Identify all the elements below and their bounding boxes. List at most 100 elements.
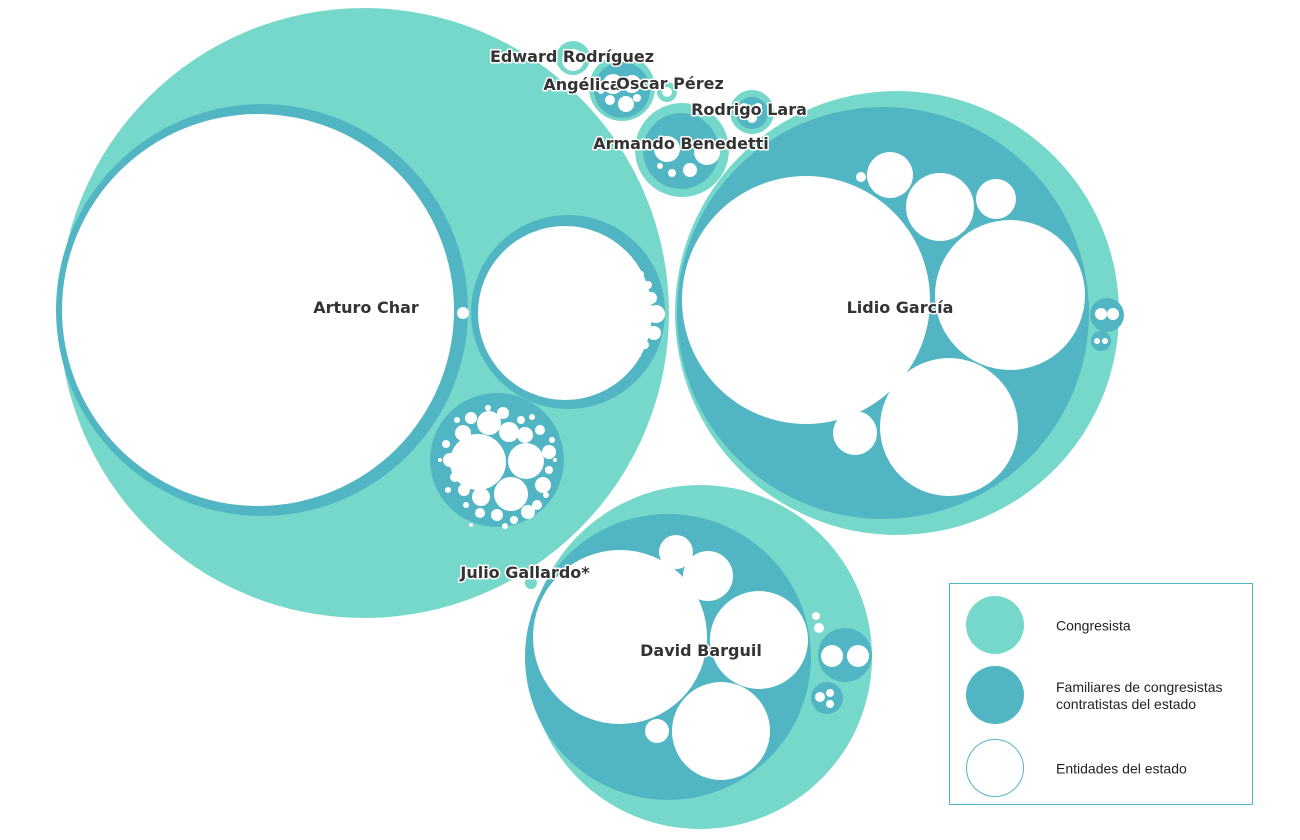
entidad-bubble	[659, 535, 693, 569]
entidad-bubble	[443, 453, 457, 467]
entidad-bubble	[562, 49, 584, 71]
entidad-bubble	[535, 425, 545, 435]
label-arturo-char: Arturo Char	[313, 298, 419, 317]
familiar-bubble	[643, 113, 719, 189]
entidad-bubble	[469, 523, 473, 527]
entidad-bubble	[450, 434, 506, 490]
entidad-bubble	[710, 591, 808, 689]
entidad-bubble	[833, 411, 877, 455]
legend-label-familiar-line2: contratistas del estado	[1056, 696, 1197, 712]
entidad-bubble	[739, 103, 749, 113]
entidad-bubble	[62, 114, 454, 506]
entidad-bubble	[694, 139, 720, 165]
entidad-bubble	[529, 414, 535, 420]
entidad-bubble	[1094, 338, 1100, 344]
entidad-bubble	[517, 416, 525, 424]
entidad-bubble	[491, 509, 503, 521]
entidad-bubble	[632, 262, 636, 266]
entidad-bubble	[533, 550, 707, 724]
label-rodrigo-lara: Rodrigo Lara	[691, 100, 807, 119]
familiar-bubble	[811, 682, 843, 714]
label-oscar-perez: Oscar Pérez	[616, 74, 724, 93]
legend-label-familiar: Familiares de congresistas contratistas …	[1056, 679, 1256, 713]
entidad-bubble	[867, 152, 913, 198]
entidad-bubble	[647, 326, 661, 340]
entidad-bubble	[535, 477, 551, 493]
entidad-bubble	[499, 422, 519, 442]
legend-label-entidad: Entidades del estado	[1056, 760, 1187, 777]
entidad-bubble	[1107, 308, 1119, 320]
entidad-bubble	[1095, 308, 1107, 320]
entidad-bubble	[654, 136, 680, 162]
entidad-bubble	[683, 551, 733, 601]
entidad-bubble	[815, 692, 825, 702]
entidad-bubble	[633, 94, 641, 102]
familiar-bubble	[1091, 331, 1111, 351]
label-julio-gallardo: Julio Gallardo*	[459, 563, 590, 582]
familiar-bubble	[818, 628, 872, 682]
entidad-bubble	[623, 75, 641, 93]
entidad-bubble	[638, 271, 644, 277]
entidad-bubble	[497, 407, 509, 419]
entidad-bubble	[812, 612, 820, 620]
circles-layer	[56, 8, 1124, 829]
entidad-bubble	[442, 440, 450, 448]
familiar-bubble	[1090, 298, 1124, 332]
entidad-bubble	[494, 477, 528, 511]
entidad-bubble	[641, 341, 649, 349]
entidad-bubble	[683, 163, 697, 177]
entidad-bubble	[545, 466, 553, 474]
entidad-bubble	[672, 682, 770, 780]
entidad-bubble	[521, 505, 535, 519]
entidad-bubble	[542, 445, 556, 459]
legend-item-congresista: Congresista	[966, 596, 1246, 656]
entidad-bubble	[457, 307, 469, 319]
entidad-bubble	[906, 173, 974, 241]
entidad-bubble	[472, 488, 490, 506]
entidad-bubble	[935, 220, 1085, 370]
congresista-bubble	[525, 577, 537, 589]
entidad-bubble	[826, 689, 834, 697]
entidad-bubble	[454, 417, 460, 423]
entidad-bubble	[603, 74, 623, 94]
entidad-bubble	[821, 645, 843, 667]
entidad-bubble	[475, 508, 485, 518]
label-armando-benedetti: Armando Benedetti	[593, 134, 769, 153]
entidad-bubble	[814, 623, 824, 633]
entidad-bubble	[450, 472, 460, 482]
entidad-bubble	[532, 500, 542, 510]
entidad-bubble	[549, 437, 555, 443]
familiar-swatch-icon	[966, 666, 1024, 724]
label-edward-rodriguez: Edward Rodríguez	[490, 47, 654, 66]
entidad-bubble	[635, 352, 641, 358]
label-david-barguil: David Barguil	[640, 641, 762, 660]
entidad-bubble	[463, 502, 469, 508]
entidad-bubble	[976, 179, 1016, 219]
entidad-bubble	[847, 645, 869, 667]
entidad-bubble	[1102, 338, 1108, 344]
entidad-bubble	[754, 103, 762, 111]
entidad-bubble	[455, 425, 471, 441]
congresista-swatch-icon	[966, 596, 1024, 654]
label-lidio-garcia: Lidio García	[847, 298, 954, 317]
entidad-bubble	[682, 176, 930, 424]
entidad-bubble	[508, 443, 544, 479]
entidad-bubble	[458, 484, 470, 496]
entidad-bubble	[628, 256, 632, 260]
legend-item-entidad: Entidades del estado	[966, 739, 1246, 799]
entidad-bubble	[856, 172, 866, 182]
entidad-bubble	[478, 226, 652, 400]
labels-layer: Arturo Char Lidio García David Barguil J…	[312, 46, 955, 662]
entidad-bubble	[465, 412, 477, 424]
legend-label-congresista: Congresista	[1056, 617, 1131, 634]
entidad-bubble	[668, 169, 676, 177]
legend-item-familiar: Familiares de congresistas contratistas …	[966, 666, 1246, 726]
entidad-bubble	[644, 281, 652, 289]
entidad-swatch-icon	[966, 739, 1024, 797]
entidad-bubble	[618, 96, 634, 112]
label-angelica: Angélica	[543, 75, 620, 94]
entidad-bubble	[485, 405, 491, 411]
entidad-bubble	[598, 88, 604, 94]
legend-label-familiar-line1: Familiares de congresistas	[1056, 679, 1223, 695]
